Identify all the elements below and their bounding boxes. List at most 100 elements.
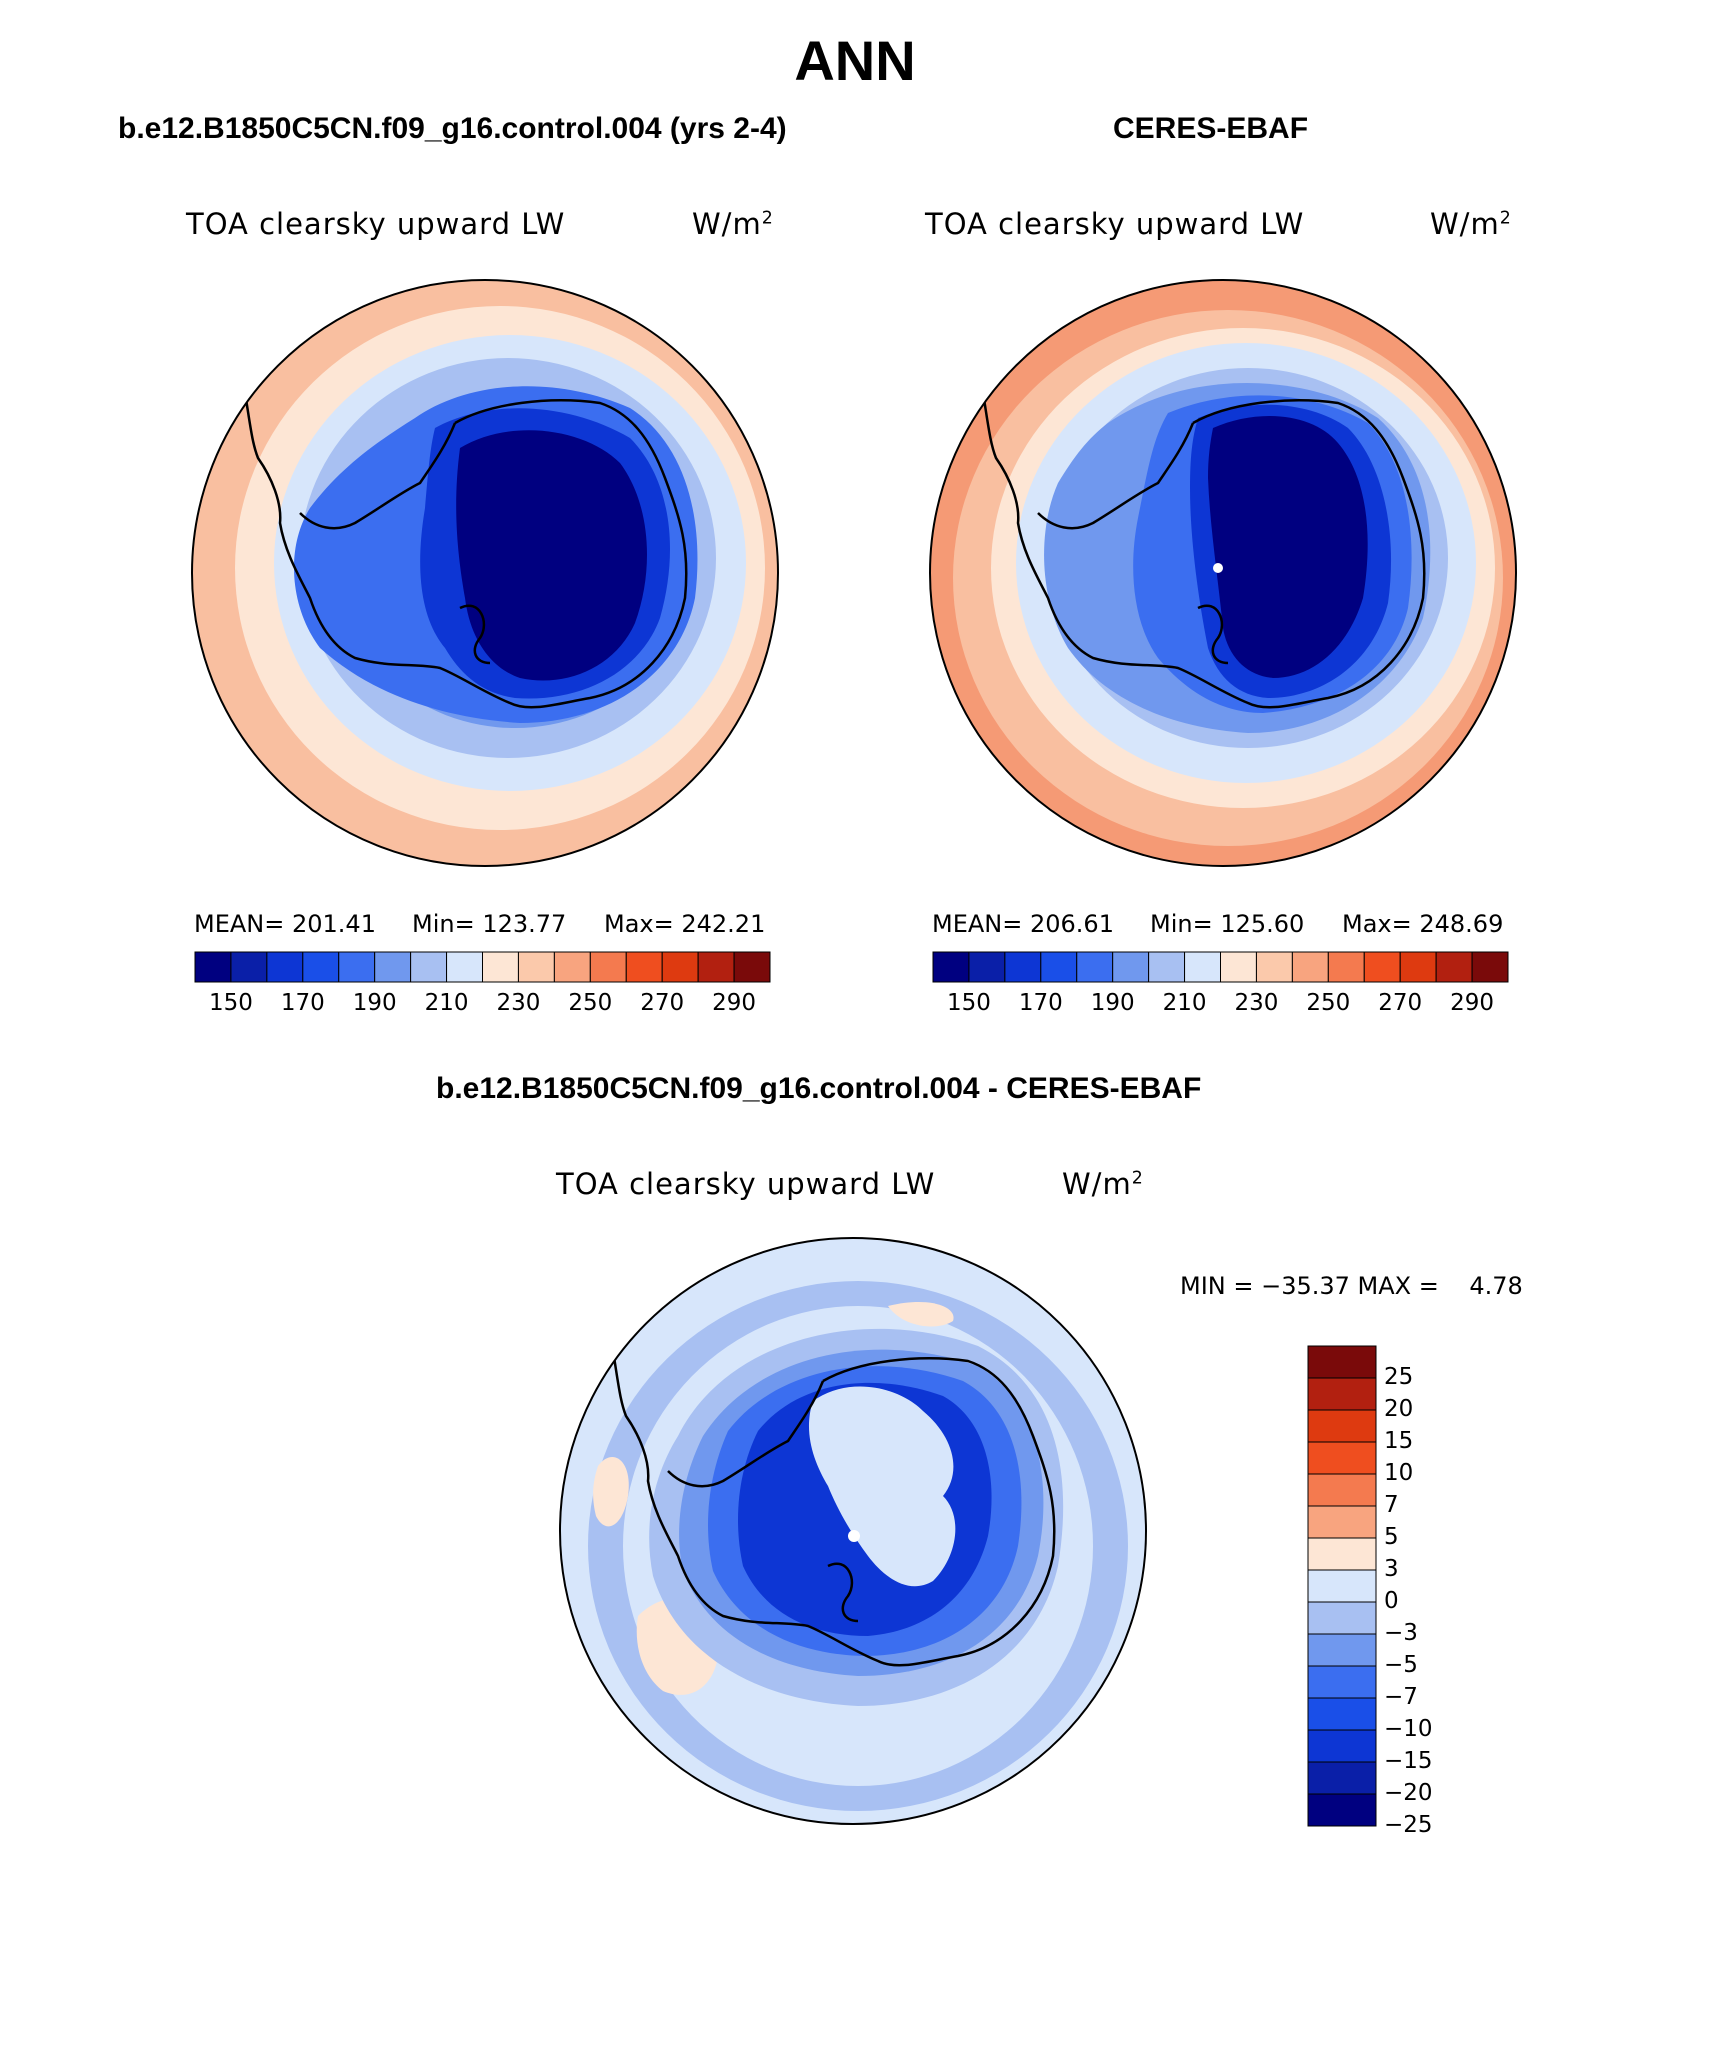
colorbar-diff-tick-label: 15 [1384, 1428, 1414, 1454]
panel-title-model: b.e12.B1850C5CN.f09_g16.control.004 (yrs… [118, 112, 787, 145]
colorbar-obs-swatch [1255, 951, 1293, 983]
units-base: W/m [1062, 1167, 1132, 1201]
colorbar-diff-tick-label: −15 [1384, 1748, 1433, 1774]
colorbar-diff-swatch [1307, 1377, 1377, 1411]
colorbar-diff-swatch [1307, 1345, 1377, 1379]
colorbar-diff-tick-label: −20 [1384, 1780, 1433, 1806]
colorbar-model-swatch [697, 951, 735, 983]
colorbar-model-swatch [446, 951, 483, 983]
colorbar-model-swatch [266, 951, 304, 983]
variable-label-diff: TOA clearsky upward LW [556, 1167, 936, 1201]
colorbar-diff-tick-label: 20 [1384, 1396, 1414, 1422]
units-exponent: 2 [1499, 208, 1512, 229]
colorbar-model-swatch [517, 951, 555, 983]
colorbar-obs-swatch [968, 951, 1006, 983]
colorbar-model-swatch [374, 951, 412, 983]
colorbar-obs-swatch [1004, 951, 1042, 983]
colorbar-obs-swatch [1040, 951, 1078, 983]
panel-title-obs: CERES-EBAF [1113, 112, 1309, 145]
colorbar-diff [1307, 1345, 1377, 1827]
colorbar-obs-tick-label: 270 [1378, 990, 1423, 1016]
colorbar-model-tick-label: 190 [352, 990, 397, 1016]
colorbar-obs-tick-label: 210 [1162, 990, 1207, 1016]
units-label-obs: W/m2 [1430, 207, 1512, 241]
mean-stat-obs: MEAN= 206.61 [932, 910, 1114, 938]
colorbar-diff-tick-label: −5 [1384, 1652, 1418, 1678]
polar-map-obs [929, 279, 1517, 867]
units-exponent: 2 [761, 208, 774, 229]
colorbar-model-tick-label: 150 [208, 990, 253, 1016]
colorbar-model-swatch [338, 951, 376, 983]
colorbar-obs-swatch [1148, 951, 1186, 983]
colorbar-model-swatch [733, 951, 771, 983]
min-stat-model: Min= 123.77 [412, 910, 567, 938]
colorbar-diff-tick-label: −10 [1384, 1716, 1433, 1742]
colorbar-obs-tick-label: 150 [946, 990, 991, 1016]
panel-title-diff: b.e12.B1850C5CN.f09_g16.control.004 - CE… [436, 1072, 1202, 1105]
colorbar-obs-swatch [932, 951, 970, 983]
units-exponent: 2 [1131, 1168, 1144, 1189]
colorbar-model-swatch [410, 951, 448, 983]
colorbar-model-tick-label: 250 [568, 990, 613, 1016]
colorbar-diff-swatch [1307, 1601, 1377, 1635]
colorbar-diff-swatch [1307, 1473, 1377, 1507]
mean-stat-model: MEAN= 201.41 [194, 910, 376, 938]
colorbar-obs [932, 951, 1509, 983]
main-title: ANN [794, 29, 916, 92]
variable-label-obs: TOA clearsky upward LW [925, 207, 1305, 241]
variable-label-model: TOA clearsky upward LW [186, 207, 566, 241]
colorbar-diff-swatch [1307, 1569, 1377, 1603]
colorbar-model-swatch [194, 951, 232, 983]
colorbar-diff-tick-label: 10 [1384, 1460, 1414, 1486]
colorbar-model-tick-label: 270 [640, 990, 685, 1016]
colorbar-obs-tick-label: 290 [1450, 990, 1495, 1016]
units-base: W/m [692, 207, 762, 241]
colorbar-model-swatch [230, 951, 268, 983]
colorbar-model-swatch [302, 951, 340, 983]
colorbar-model-swatch [625, 951, 663, 983]
colorbar-model [194, 951, 771, 983]
colorbar-obs-swatch [1076, 951, 1114, 983]
colorbar-diff-swatch [1307, 1793, 1377, 1827]
colorbar-model-swatch [482, 951, 519, 983]
colorbar-obs-tick-label: 250 [1306, 990, 1351, 1016]
colorbar-obs-swatch [1291, 951, 1329, 983]
colorbar-diff-swatch [1307, 1761, 1377, 1795]
colorbar-model-swatch [661, 951, 699, 983]
colorbar-model-tick-label: 290 [712, 990, 757, 1016]
colorbar-diff-swatch [1307, 1633, 1377, 1667]
colorbar-diff-swatch [1307, 1409, 1377, 1443]
colorbar-diff-swatch [1307, 1697, 1377, 1731]
colorbar-diff-swatch [1307, 1537, 1377, 1571]
colorbar-model-tick-label: 210 [424, 990, 469, 1016]
colorbar-obs-swatch [1471, 951, 1509, 983]
polar-map-diff [559, 1237, 1147, 1825]
colorbar-diff-swatch [1307, 1665, 1377, 1699]
colorbar-diff-tick-label: 5 [1384, 1524, 1399, 1550]
colorbar-diff-swatch [1307, 1441, 1377, 1475]
colorbar-diff-tick-label: −3 [1384, 1620, 1418, 1646]
colorbar-diff-tick-label: −7 [1384, 1684, 1418, 1710]
colorbar-obs-tick-label: 170 [1018, 990, 1063, 1016]
colorbar-diff-tick-label: 0 [1384, 1588, 1399, 1614]
colorbar-model-swatch [553, 951, 591, 983]
colorbar-diff-tick-label: 3 [1384, 1556, 1399, 1582]
units-label-model: W/m2 [692, 207, 774, 241]
colorbar-diff-swatch [1307, 1505, 1377, 1539]
colorbar-diff-swatch [1307, 1729, 1377, 1763]
colorbar-obs-swatch [1327, 951, 1365, 983]
colorbar-diff-tick-label: 7 [1384, 1492, 1399, 1518]
minmax-stat-diff: MIN = −35.37 MAX = 4.78 [1180, 1272, 1523, 1300]
colorbar-obs-swatch [1184, 951, 1221, 983]
colorbar-obs-swatch [1363, 951, 1401, 983]
colorbar-model-tick-label: 170 [280, 990, 325, 1016]
colorbar-model-swatch [589, 951, 627, 983]
units-label-diff: W/m2 [1062, 1167, 1144, 1201]
colorbar-model-tick-label: 230 [496, 990, 541, 1016]
colorbar-obs-swatch [1220, 951, 1257, 983]
polar-map-model [191, 279, 779, 867]
colorbar-obs-swatch [1435, 951, 1473, 983]
colorbar-diff-tick-label: −25 [1384, 1812, 1433, 1838]
colorbar-diff-tick-label: 25 [1384, 1364, 1414, 1390]
colorbar-obs-tick-label: 190 [1090, 990, 1135, 1016]
